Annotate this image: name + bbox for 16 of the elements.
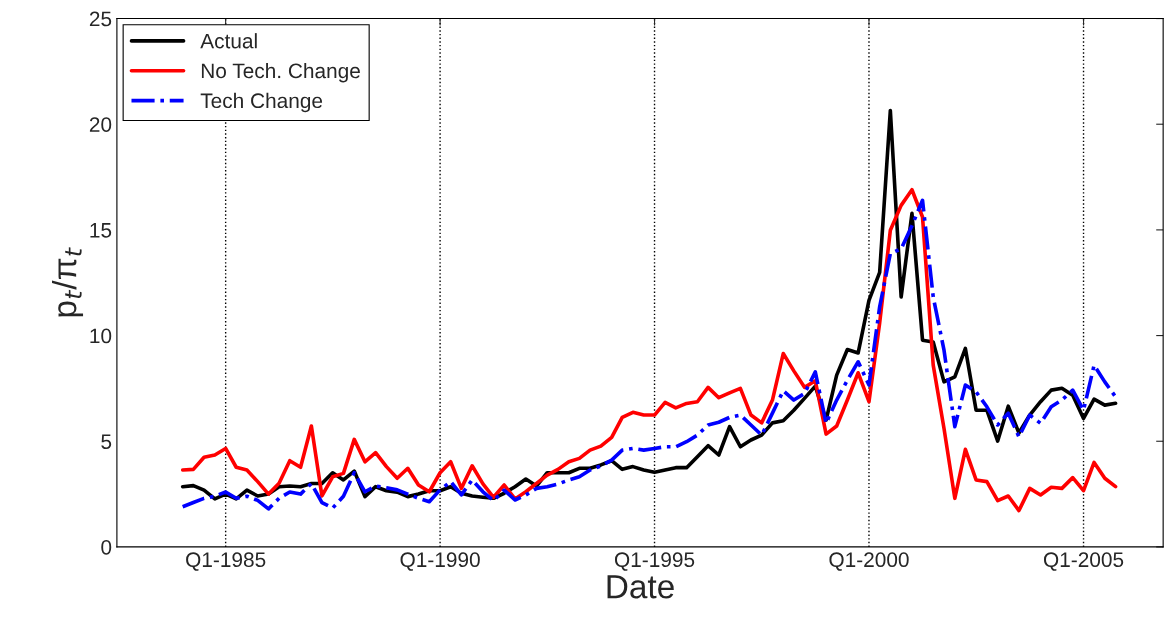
y-axis-title: p$_{t}$/π$_{t}$ <box>51 247 84 317</box>
x-tick-label: Q1-1990 <box>400 552 480 571</box>
y-tick-label: 20 <box>89 117 112 132</box>
y-tick-label: 25 <box>89 11 112 27</box>
x-tick-label: Q1-1985 <box>186 552 266 571</box>
legend-label: No Tech. Change <box>201 62 360 83</box>
legend-label: Tech Change <box>200 92 323 113</box>
x-axis-title: Date <box>607 575 674 599</box>
legend-label: Actual <box>200 33 257 49</box>
x-tick-label: Q1-1995 <box>614 552 695 571</box>
y-tick-label: 15 <box>90 223 112 238</box>
x-tick-label: Q1-2005 <box>1043 552 1124 571</box>
y-tick-label: 5 <box>101 434 112 450</box>
x-tick-label: Q1-2000 <box>829 552 909 571</box>
y-tick-label: 10 <box>90 328 112 344</box>
y-tick-label: 0 <box>101 539 112 555</box>
